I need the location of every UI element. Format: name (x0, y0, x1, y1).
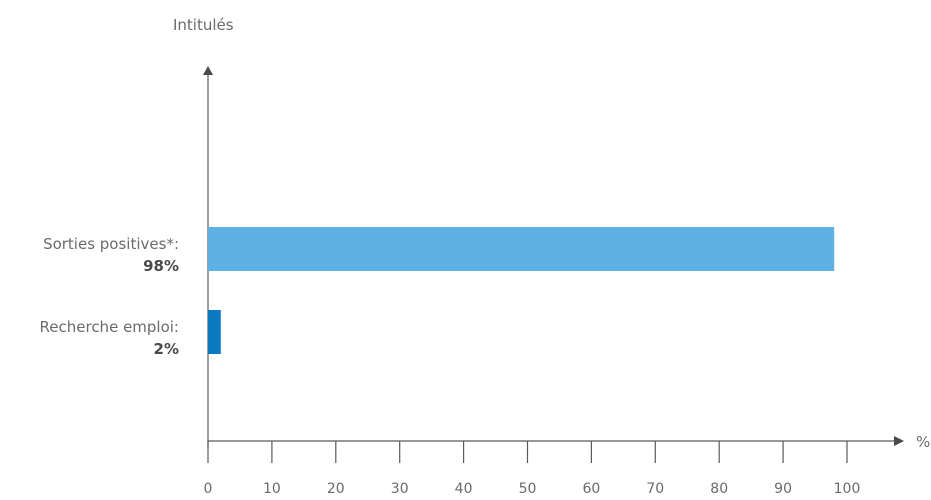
category-label: Recherche emploi: (40, 318, 179, 336)
x-axis-arrow (894, 436, 904, 446)
x-tick-label: 80 (710, 481, 728, 496)
y-axis-arrow (203, 66, 213, 75)
x-tick-label: 10 (263, 481, 281, 496)
x-ticks: 0 10 20 30 40 50 60 70 80 90 100 (204, 441, 861, 497)
bar-2 (208, 310, 221, 354)
category-value-label: 2% (154, 340, 179, 358)
x-tick-label: 40 (455, 481, 473, 496)
x-axis-title: % (916, 433, 930, 451)
category-labels: Sorties positives*: 98% Recherche emploi: 2… (40, 235, 179, 358)
bars (208, 227, 835, 354)
category-label: Sorties positives*: (43, 235, 179, 253)
x-tick-label: 90 (774, 481, 792, 496)
x-tick-label: 0 (204, 481, 213, 496)
x-tick-label: 60 (582, 481, 600, 496)
x-tick-label: 100 (834, 481, 861, 496)
category-value-label: 98% (143, 257, 179, 275)
x-tick-label: 20 (327, 481, 345, 496)
x-tick-label: 30 (391, 481, 409, 496)
bar-1 (208, 227, 835, 271)
x-tick-label: 50 (519, 481, 537, 496)
y-axis-title: Intitulés (173, 16, 234, 34)
x-tick-label: 70 (646, 481, 664, 496)
